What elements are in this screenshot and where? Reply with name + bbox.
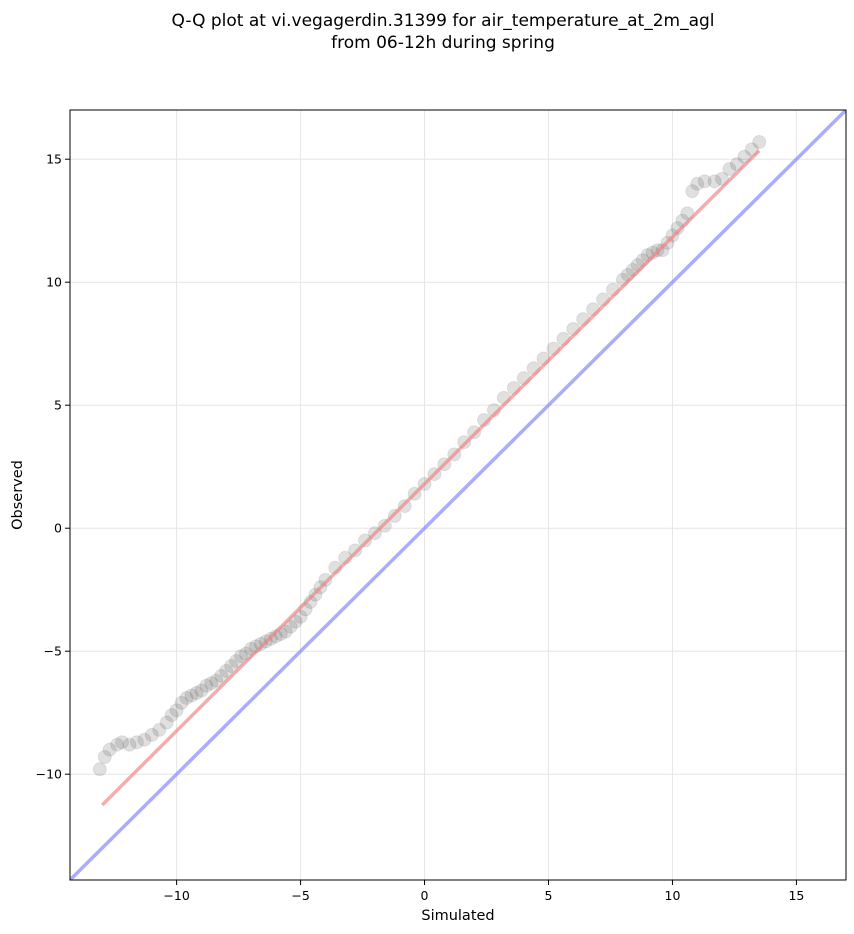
axis-ticks: −10 −5 0 5 10 15 −10 −5 0 5 10 15 [36,152,805,903]
quantile-point [209,673,224,688]
quantile-point [288,614,303,629]
quantile-point [358,533,373,548]
quantile-point [115,735,130,750]
quantile-point [122,737,137,752]
quantile-point [348,543,363,558]
y-tick-label: 0 [54,521,62,536]
quantile-point [214,668,229,683]
quantile-point [152,722,167,737]
quantile-point [685,184,700,199]
quantile-point [707,174,722,189]
quantile-point [194,683,209,698]
x-tick-label: 10 [665,888,681,903]
quantile-point [92,762,107,777]
quantile-point [129,735,144,750]
quantile-point [164,708,179,723]
quantile-point [253,636,268,651]
x-tick-label: 0 [421,888,429,903]
y-tick-label: 5 [54,398,62,413]
quantile-point [219,663,234,678]
chart-title-line-2: from 06-12h during spring [331,33,555,53]
fit-line [100,149,761,807]
grid-lines [70,110,846,880]
quantile-points [92,134,767,777]
y-tick-label: 10 [46,275,62,290]
x-axis-label: Simulated [421,908,494,924]
quantile-point [318,572,333,587]
quantile-point [670,221,685,236]
quantile-point [234,649,249,664]
quantile-point [224,658,239,673]
quantile-point [169,703,184,718]
plot-area [70,110,846,880]
quantile-point [697,174,712,189]
reference-line [70,110,846,880]
quantile-point [179,690,194,705]
y-tick-label: −5 [44,644,62,659]
quantile-point [137,732,152,747]
chart-title-line-1: Q-Q plot at vi.vegagerdin.31399 for air_… [171,11,714,31]
quantile-point [293,609,308,624]
x-tick-label: −5 [291,888,309,903]
y-tick-label: −10 [36,767,62,782]
quantile-point [102,742,117,757]
plot-frame [69,109,847,881]
quantile-point [144,727,159,742]
quantile-point [184,688,199,703]
quantile-point [97,749,112,764]
quantile-point [189,686,204,701]
quantile-point [199,678,214,693]
quantile-point [283,619,298,634]
x-tick-label: 15 [788,888,804,903]
quantile-point [722,162,737,177]
quantile-point [655,243,670,258]
quantile-point [159,715,174,730]
quantile-point [752,134,767,149]
quantile-point [690,176,705,191]
quantile-point [110,737,125,752]
x-tick-label: −10 [163,888,189,903]
quantile-point [174,695,189,710]
y-axis-label: Observed [10,460,26,530]
quantile-point [229,654,244,669]
x-tick-label: 5 [545,888,553,903]
y-tick-label: 15 [46,152,62,167]
quantile-point [278,624,293,639]
quantile-point [204,676,219,691]
